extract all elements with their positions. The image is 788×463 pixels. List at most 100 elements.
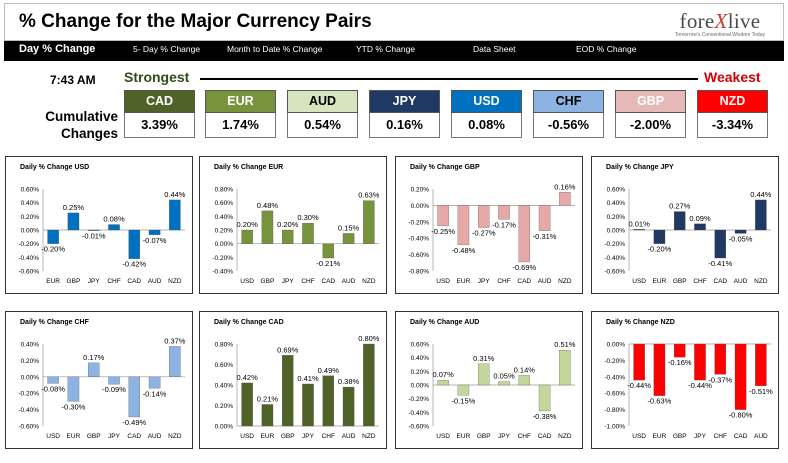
x-category-label: NZD	[362, 433, 376, 440]
nav-eod-change[interactable]: EOD % Change	[576, 44, 637, 54]
x-category-label: USD	[632, 278, 646, 285]
bar-usd	[437, 380, 449, 386]
cumulative-change-value: 3.39%	[124, 113, 195, 138]
currency-code: EUR	[205, 90, 276, 113]
data-label: 0.14%	[514, 365, 536, 374]
currency-box-cad: CAD 3.39%	[124, 90, 195, 138]
x-category-label: USD	[240, 433, 254, 440]
bar-usd	[47, 376, 59, 384]
y-tick-label: -0.40%	[18, 255, 39, 262]
chart-title: Daily % Change AUD	[410, 319, 480, 326]
bar-usd	[437, 205, 449, 227]
x-category-label: JPY	[108, 433, 121, 440]
y-tick-label: 0.20%	[21, 214, 40, 221]
x-category-label: CAD	[538, 433, 552, 440]
bar-aud	[148, 376, 161, 389]
data-label: -0.15%	[452, 396, 476, 405]
data-label: 0.16%	[554, 182, 576, 191]
x-category-label: CHF	[497, 278, 510, 285]
nav-bar: Day % Change 5- Day % Change Month to Da…	[4, 41, 784, 61]
chart-title: Daily % Change EUR	[214, 164, 284, 171]
bar-nzd	[169, 346, 181, 377]
x-category-label: GBP	[87, 433, 101, 440]
x-category-label: JPY	[88, 278, 101, 285]
bar-chf	[108, 224, 120, 231]
y-tick-label: 0.60%	[411, 342, 430, 349]
nav-ytd-change[interactable]: YTD % Change	[356, 44, 416, 54]
chart-panel-chf: Daily % Change CHF 0.40% 0.20% 0.00% -0.20% -…	[5, 311, 193, 449]
forexlive-logo[interactable]: foreXlive Tomorrow's Conventional Wisdom…	[674, 9, 765, 38]
y-tick-label: 0.00%	[21, 374, 40, 381]
x-category-label: AUD	[342, 278, 356, 285]
bar-chart: 0.60% 0.40% 0.20% 0.00% -0.20% -0.40% -0.60% 0.…	[408, 340, 576, 440]
y-tick-label: 0.60%	[215, 200, 234, 207]
x-category-label: CHF	[322, 433, 335, 440]
bar-nzd	[363, 343, 375, 427]
bar-gbp	[281, 355, 294, 427]
data-label: -0.05%	[729, 234, 753, 243]
bar-usd	[633, 343, 645, 381]
nav-month-to-date-change[interactable]: Month to Date % Change	[227, 44, 323, 54]
y-tick-label: 0.20%	[215, 403, 234, 410]
bar-cad	[714, 229, 727, 259]
bar-eur	[261, 404, 274, 427]
y-tick-label: 0.40%	[411, 355, 430, 362]
x-category-label: GBP	[67, 278, 81, 285]
cumulative-change-value: -3.34%	[697, 113, 768, 138]
x-category-label: JPY	[498, 433, 511, 440]
chart-panel-nzd: Daily % Change NZD 0.00% -0.20% -0.40% -0.60…	[591, 311, 779, 449]
y-tick-label: -0.60%	[408, 252, 429, 259]
y-tick-label: 0.00%	[411, 203, 430, 210]
chart-title: Daily % Change GBP	[410, 164, 480, 171]
nav-data-sheet[interactable]: Data Sheet	[473, 44, 516, 54]
cumulative-change-value: 0.54%	[287, 113, 358, 138]
nav-day-change[interactable]: Day % Change	[19, 43, 96, 55]
y-tick-label: 0.20%	[21, 358, 40, 365]
data-label: 0.41%	[297, 374, 319, 383]
x-category-label: CHF	[301, 278, 314, 285]
data-label: -0.14%	[143, 389, 167, 398]
currency-code: CAD	[124, 90, 195, 113]
bar-chart: 0.60% 0.40% 0.20% 0.00% -0.20% -0.40% -0.60% 0.…	[604, 187, 771, 286]
bar-gbp	[477, 363, 490, 386]
y-tick-label: 0.60%	[215, 362, 234, 369]
bar-cad	[518, 205, 531, 263]
data-label: -0.37%	[708, 375, 732, 384]
data-label: 0.20%	[277, 220, 299, 229]
bar-nzd	[559, 350, 571, 386]
x-category-label: USD	[436, 278, 450, 285]
data-label: -0.44%	[688, 381, 712, 390]
x-category-label: CAD	[127, 433, 141, 440]
y-tick-label: -0.60%	[604, 391, 625, 398]
y-tick-label: -0.20%	[604, 241, 625, 248]
x-category-label: EUR	[261, 433, 275, 440]
bar-chf	[498, 205, 510, 220]
x-category-label: GBP	[281, 433, 295, 440]
y-tick-label: -1.00%	[604, 424, 625, 431]
currency-box-eur: EUR 1.74%	[205, 90, 276, 138]
bar-cad	[128, 229, 141, 259]
y-tick-label: -0.40%	[18, 407, 39, 414]
data-label: -0.25%	[431, 227, 455, 236]
currency-code: NZD	[697, 90, 768, 113]
data-label: -0.07%	[143, 236, 167, 245]
x-category-label: CHF	[714, 433, 727, 440]
data-label: 0.09%	[689, 214, 711, 223]
y-tick-label: 0.20%	[411, 369, 430, 376]
data-label: -0.41%	[708, 259, 732, 268]
data-label: 0.44%	[164, 190, 186, 199]
data-label: 0.25%	[63, 203, 85, 212]
bar-gbp	[261, 210, 274, 244]
currency-code: USD	[451, 90, 522, 113]
data-label: 0.51%	[554, 340, 576, 349]
nav-5-day-change[interactable]: 5- Day % Change	[133, 44, 201, 54]
x-category-label: USD	[632, 433, 646, 440]
data-label: -0.48%	[452, 246, 476, 255]
x-category-label: EUR	[67, 433, 81, 440]
bar-chf	[518, 375, 531, 386]
bar-gbp	[673, 343, 686, 358]
y-tick-label: 0.00%	[607, 228, 626, 235]
x-category-label: EUR	[653, 433, 667, 440]
x-category-label: AUD	[734, 278, 748, 285]
currency-code: JPY	[369, 90, 440, 113]
